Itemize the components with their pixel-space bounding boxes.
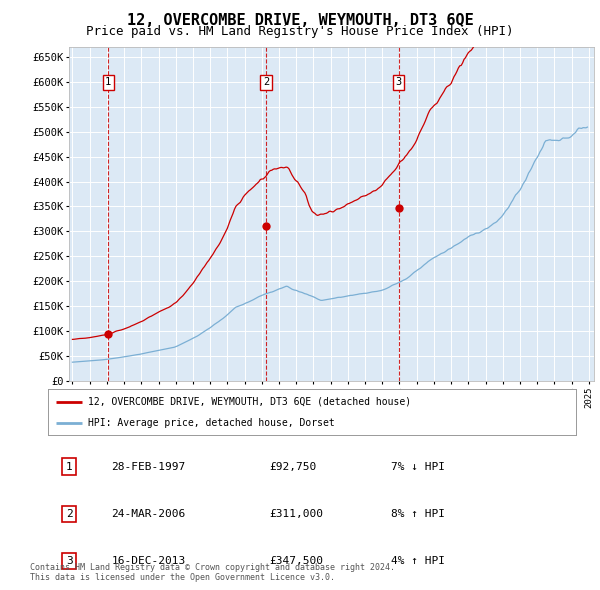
Text: 3: 3: [395, 77, 402, 87]
Text: 3: 3: [66, 556, 73, 566]
Text: 16-DEC-2013: 16-DEC-2013: [112, 556, 185, 566]
Text: £92,750: £92,750: [270, 462, 317, 471]
Text: Price paid vs. HM Land Registry's House Price Index (HPI): Price paid vs. HM Land Registry's House …: [86, 25, 514, 38]
Text: 8% ↑ HPI: 8% ↑ HPI: [391, 509, 445, 519]
Text: 2: 2: [66, 509, 73, 519]
Text: 1: 1: [66, 462, 73, 471]
Text: 1: 1: [105, 77, 112, 87]
Text: 4% ↑ HPI: 4% ↑ HPI: [391, 556, 445, 566]
Text: Contains HM Land Registry data © Crown copyright and database right 2024.
This d: Contains HM Land Registry data © Crown c…: [30, 563, 395, 582]
Text: 12, OVERCOMBE DRIVE, WEYMOUTH, DT3 6QE (detached house): 12, OVERCOMBE DRIVE, WEYMOUTH, DT3 6QE (…: [88, 397, 411, 407]
Text: 7% ↓ HPI: 7% ↓ HPI: [391, 462, 445, 471]
Text: 24-MAR-2006: 24-MAR-2006: [112, 509, 185, 519]
Text: 12, OVERCOMBE DRIVE, WEYMOUTH, DT3 6QE: 12, OVERCOMBE DRIVE, WEYMOUTH, DT3 6QE: [127, 13, 473, 28]
Text: 28-FEB-1997: 28-FEB-1997: [112, 462, 185, 471]
Text: 2: 2: [263, 77, 269, 87]
Text: £311,000: £311,000: [270, 509, 324, 519]
Text: HPI: Average price, detached house, Dorset: HPI: Average price, detached house, Dors…: [88, 418, 334, 428]
Text: £347,500: £347,500: [270, 556, 324, 566]
